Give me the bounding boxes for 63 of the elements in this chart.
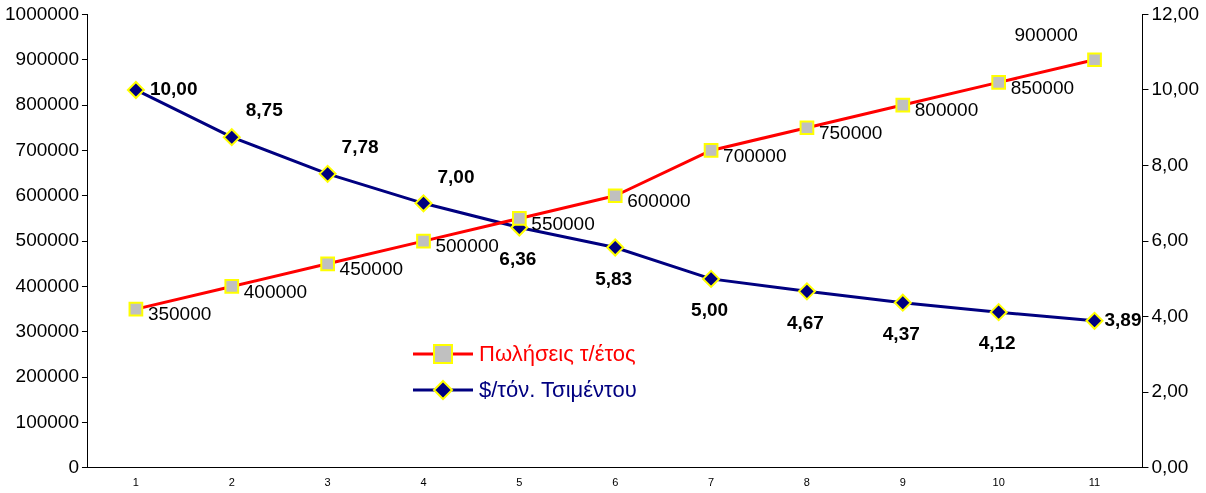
point	[222, 128, 241, 147]
legend-label: Πωλήσεις τ/έτος	[479, 341, 636, 367]
data-label: 6,36	[499, 247, 537, 269]
x-tick-label: 8	[803, 476, 810, 489]
y2-tick-label: 2,00	[1151, 380, 1189, 402]
y-tick-label: 200000	[15, 365, 79, 387]
x-tick-label: 1	[132, 476, 139, 489]
y-tick-label: 600000	[15, 183, 79, 205]
data-label: 900000	[1014, 23, 1078, 45]
data-label: 850000	[1010, 76, 1075, 98]
data-label: 4,67	[786, 311, 824, 333]
y2-tick-label: 4,00	[1151, 304, 1189, 326]
data-label: 350000	[147, 303, 212, 325]
x-tick-label: 4	[420, 476, 427, 489]
y2-tick-label: 6,00	[1151, 229, 1189, 251]
y2-tick-label: 0,00	[1151, 456, 1189, 478]
data-label: 800000	[914, 99, 979, 121]
point	[989, 303, 1008, 322]
x-tick-label: 2	[228, 476, 235, 489]
data-label: 8,75	[245, 99, 284, 121]
data-label: 5,83	[595, 267, 633, 289]
y2-tick-label: 10,00	[1151, 78, 1199, 100]
data-label: 5,00	[691, 299, 729, 321]
y-tick-label: 100000	[15, 410, 79, 432]
x-tick-label: 9	[899, 476, 906, 489]
x-tick-label: 6	[612, 476, 619, 489]
point	[414, 194, 433, 213]
data-label: 450000	[339, 258, 404, 279]
data-label: 7,00	[437, 165, 475, 187]
x-tick-label: 7	[708, 476, 715, 489]
y-tick-label: 0	[68, 456, 79, 478]
point	[126, 80, 145, 99]
y-tick-label: 1000000	[5, 2, 79, 24]
data-label: 750000	[818, 121, 883, 143]
data-label: 7,78	[341, 136, 379, 158]
y-tick-label: 400000	[15, 274, 79, 296]
legend-label: $/τόν. Τσιμέντου	[479, 377, 637, 403]
y-tick-label: 700000	[15, 138, 79, 160]
data-label: 600000	[627, 189, 691, 211]
x-tick-label: 11	[1088, 476, 1101, 489]
x-tick-label: 10	[992, 476, 1005, 489]
data-label: 400000	[243, 280, 308, 302]
data-label: 4,12	[978, 332, 1016, 354]
x-tick-label: 3	[324, 476, 331, 489]
y-tick-label: 300000	[15, 320, 79, 342]
point	[1085, 311, 1104, 330]
y2-tick-label: 12,00	[1151, 2, 1199, 24]
data-label: 10,00	[149, 78, 198, 100]
point	[318, 164, 337, 183]
y-tick-label: 500000	[15, 229, 79, 251]
data-label: 3,89	[1104, 309, 1142, 331]
point	[606, 238, 625, 257]
x-tick-label: 5	[516, 476, 523, 489]
point	[893, 293, 912, 312]
data-label: 4,37	[882, 322, 920, 344]
point	[702, 269, 721, 288]
data-label: 500000	[435, 235, 499, 257]
y2-tick-label: 8,00	[1151, 153, 1189, 175]
point	[797, 282, 816, 301]
y-tick-label: 800000	[15, 93, 79, 115]
y-tick-label: 900000	[15, 47, 79, 69]
data-label: 550000	[531, 212, 595, 234]
data-label: 700000	[723, 144, 787, 166]
